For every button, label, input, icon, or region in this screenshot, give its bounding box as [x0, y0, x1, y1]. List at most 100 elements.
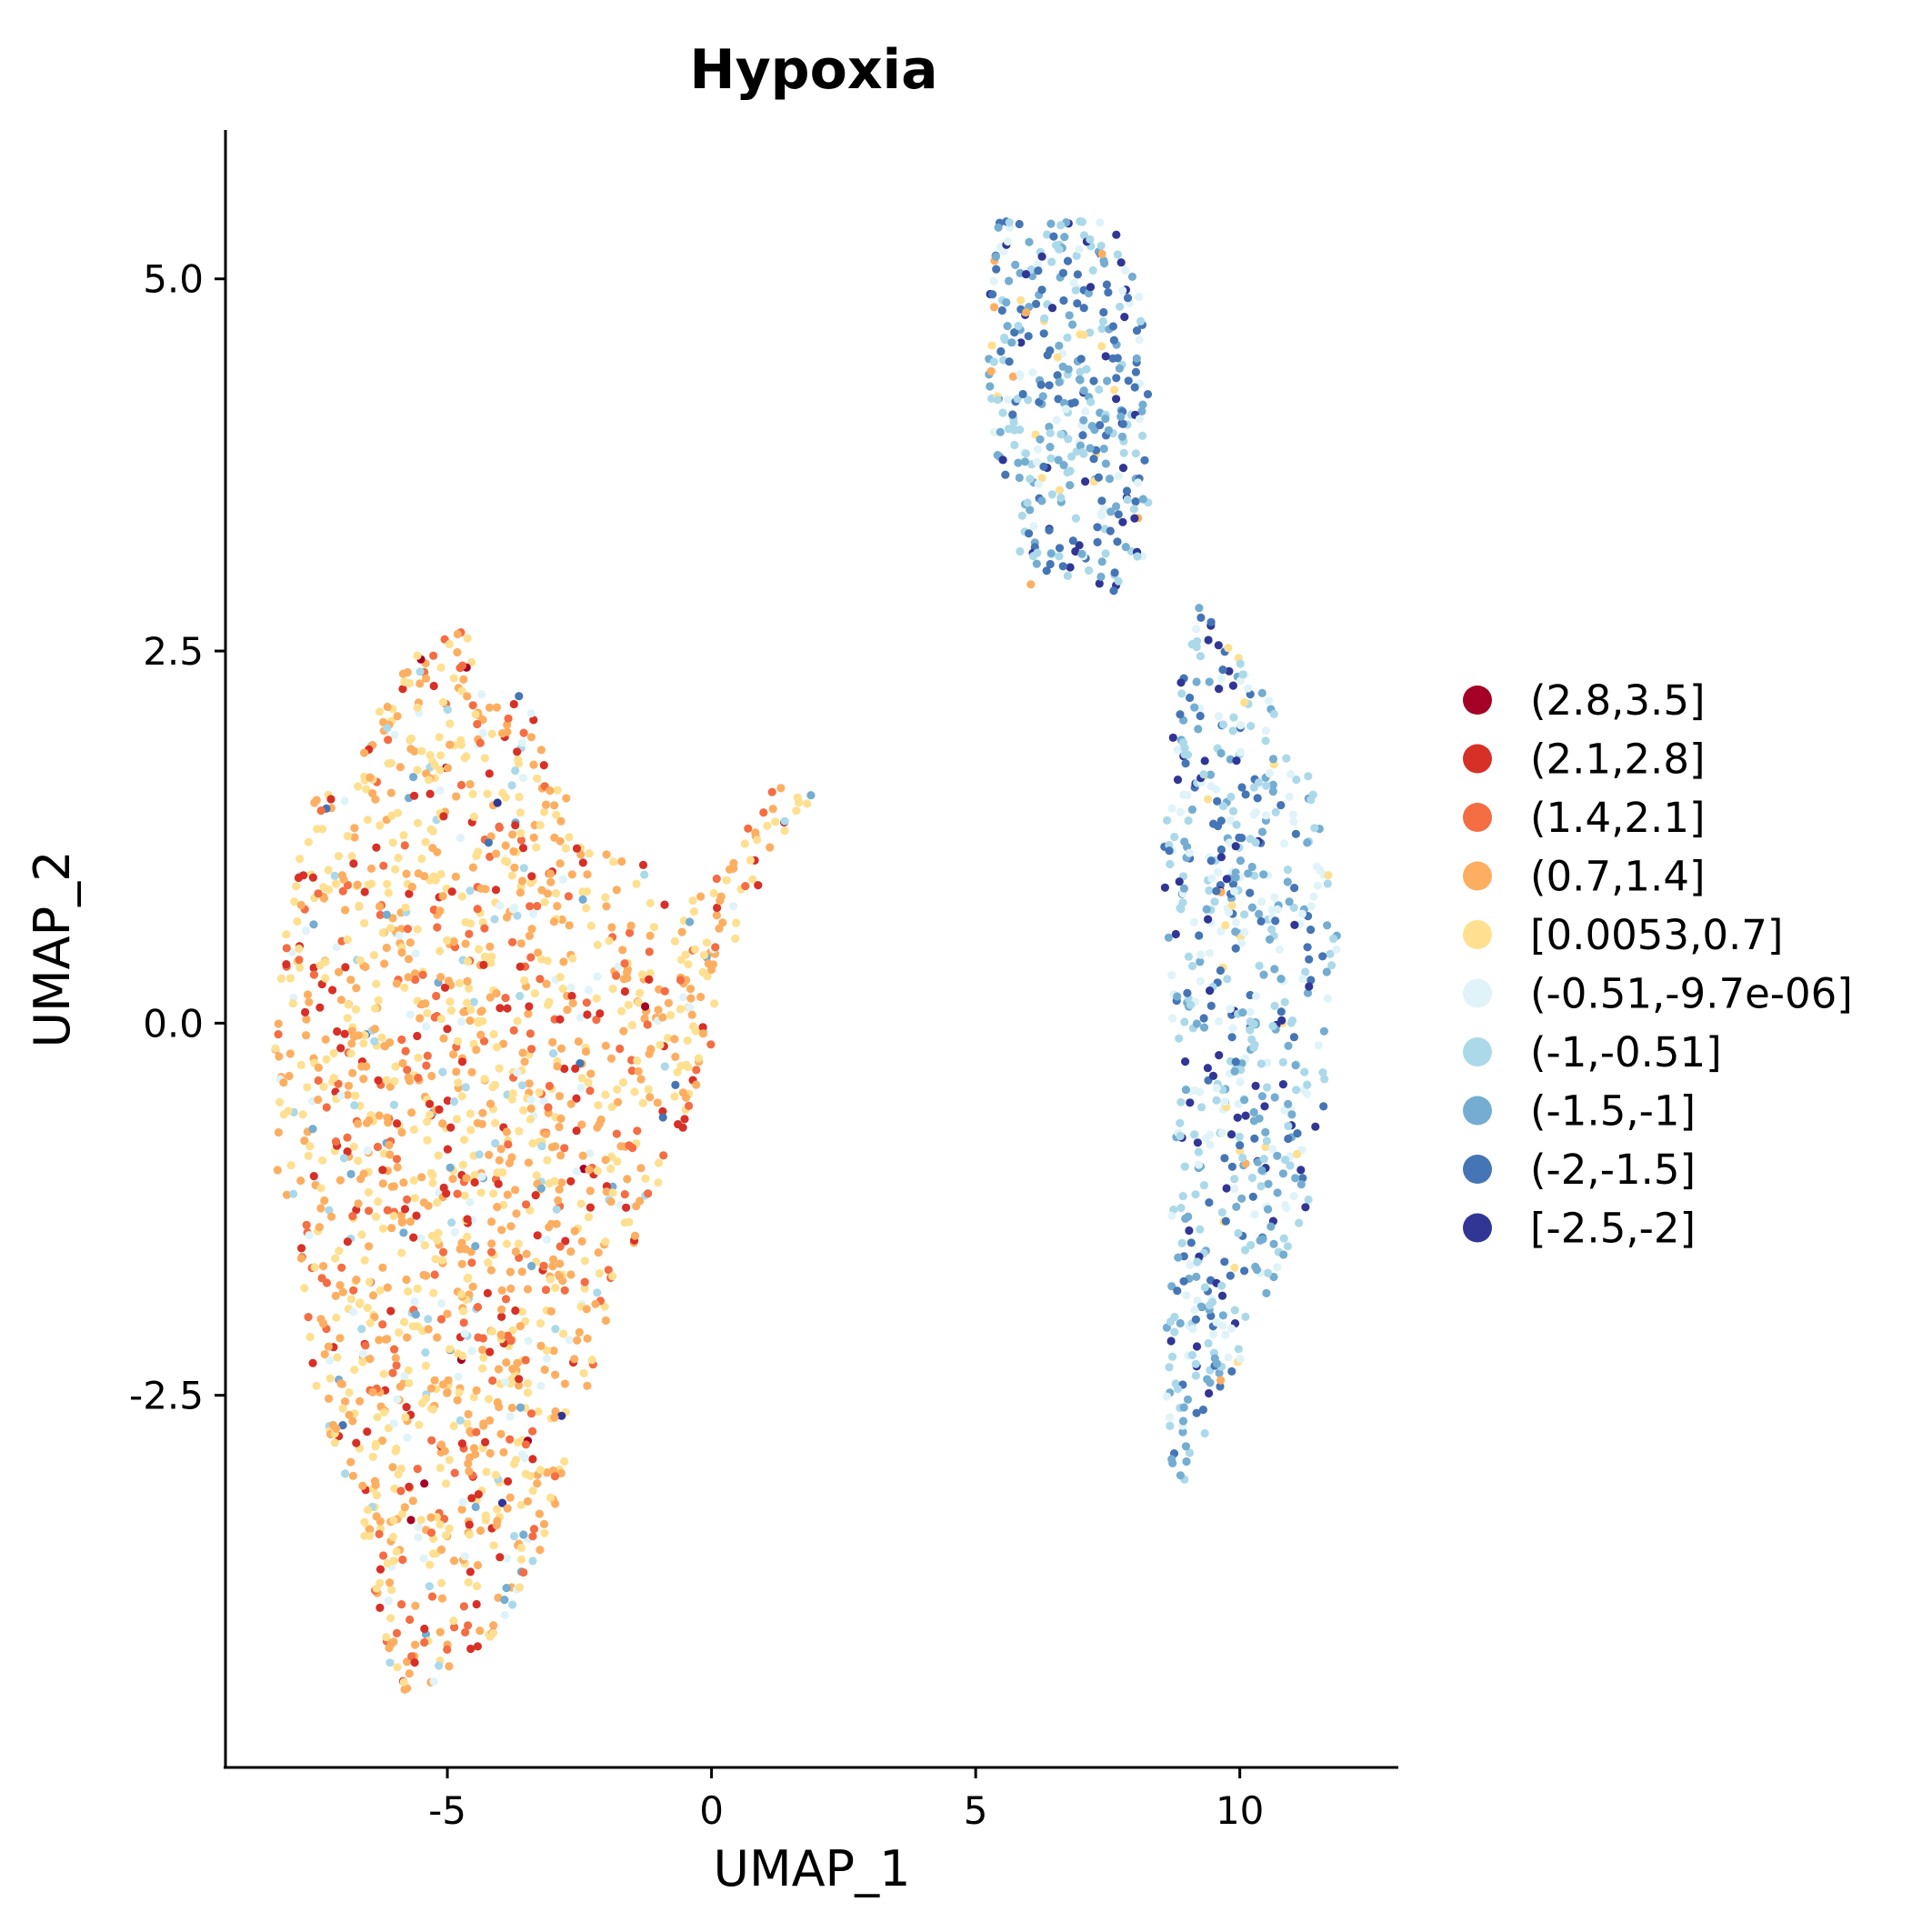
cell-point [1206, 770, 1216, 779]
cell-point [645, 975, 654, 984]
cell-point [328, 986, 337, 995]
legend-label: (1.4,2.1] [1530, 794, 1706, 842]
cell-point [438, 697, 448, 707]
cell-point [1180, 1162, 1189, 1171]
cell-point [508, 905, 518, 914]
cell-point [1110, 568, 1119, 577]
cell-point [555, 1122, 564, 1132]
cell-point [458, 1351, 467, 1360]
cell-point [472, 1582, 482, 1591]
cell-point [442, 1479, 451, 1488]
cell-point [1116, 302, 1125, 311]
cell-point [459, 675, 468, 684]
cell-point [696, 992, 706, 1002]
cell-point [1005, 276, 1014, 285]
cell-point [1226, 1005, 1235, 1014]
cell-point [1246, 1026, 1255, 1035]
cell-point [1176, 904, 1185, 913]
cell-point [460, 1136, 469, 1145]
cell-point [1227, 1162, 1236, 1171]
cell-point [593, 1166, 602, 1176]
cell-point [1212, 886, 1221, 896]
cell-point [383, 1335, 392, 1344]
cell-point [580, 1277, 589, 1286]
cell-point [486, 993, 495, 1002]
cell-point [439, 1247, 448, 1256]
cell-point [1289, 1192, 1298, 1201]
cell-point [1039, 462, 1048, 471]
cell-point [1202, 1134, 1211, 1143]
cell-point [312, 1381, 321, 1390]
cell-point [1225, 838, 1235, 847]
cell-point [436, 1015, 445, 1024]
cell-point [414, 1053, 423, 1062]
cell-point [515, 692, 524, 701]
cell-point [335, 1281, 345, 1290]
cell-point [418, 970, 427, 979]
cell-point [564, 892, 574, 901]
cell-point [748, 875, 757, 885]
cell-point [1185, 1226, 1194, 1236]
cell-point [524, 1009, 533, 1018]
cell-point [1118, 419, 1127, 428]
cell-point [1283, 1242, 1292, 1251]
cell-point [392, 1155, 402, 1164]
cell-point [579, 1368, 588, 1377]
cell-point [1178, 1416, 1188, 1426]
cell-point [314, 889, 323, 898]
cell-point [452, 1115, 462, 1124]
cell-point [1249, 1107, 1258, 1116]
cell-point [741, 882, 750, 891]
cell-point [638, 860, 648, 870]
cell-point [1135, 335, 1144, 345]
cell-point [1262, 1288, 1271, 1297]
cell-point [1036, 435, 1045, 444]
cell-point [676, 976, 686, 985]
cell-point [346, 1049, 355, 1058]
cell-point [636, 1196, 645, 1206]
cell-point [478, 1364, 487, 1373]
cell-point [1233, 1113, 1242, 1122]
cell-point [1235, 1132, 1244, 1141]
cell-point [402, 869, 411, 878]
cell-point [1063, 333, 1072, 342]
cell-point [515, 1253, 524, 1262]
cell-point [1182, 1291, 1191, 1300]
cell-point [392, 979, 401, 988]
cell-point [1225, 907, 1234, 917]
cell-point [583, 1334, 592, 1343]
cell-point [1168, 1458, 1177, 1467]
cell-point [622, 1203, 631, 1212]
cell-point [1240, 698, 1249, 707]
cell-point [304, 1151, 313, 1160]
cell-point [1319, 1102, 1328, 1111]
cell-point [341, 1469, 350, 1478]
cell-point [309, 970, 318, 979]
cell-point [405, 736, 415, 745]
cell-point [516, 1543, 526, 1552]
cell-point [324, 866, 333, 875]
cell-point [479, 1353, 488, 1362]
cell-point [445, 740, 455, 749]
cell-point [1194, 1147, 1203, 1156]
cell-point [1216, 853, 1226, 862]
cell-point [1160, 883, 1169, 892]
cell-point [445, 1456, 454, 1465]
cell-point [744, 824, 753, 833]
cell-point [491, 1470, 501, 1479]
cell-point [456, 780, 466, 790]
cell-point [372, 843, 381, 852]
cell-point [616, 1142, 626, 1151]
cell-point [390, 1484, 399, 1493]
cell-point [1196, 957, 1205, 966]
cell-point [1059, 461, 1068, 470]
cell-point [453, 647, 462, 657]
cell-point [425, 751, 435, 760]
cell-point [386, 1306, 395, 1316]
cell-point [780, 826, 789, 836]
cell-point [793, 793, 802, 802]
cell-point [553, 902, 562, 911]
cell-point [1140, 455, 1149, 465]
cell-point [321, 974, 330, 983]
cell-point [420, 1624, 429, 1634]
